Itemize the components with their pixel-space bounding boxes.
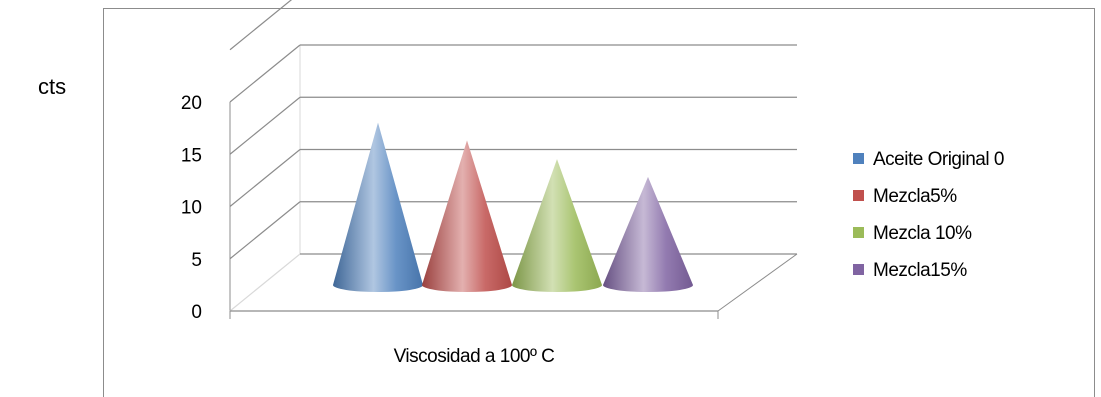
cone-series [333, 122, 693, 292]
legend-swatch [853, 264, 864, 275]
cone-body [512, 159, 602, 292]
gridline-side [229, 149, 301, 207]
cone-1 [333, 122, 423, 292]
cone-body [603, 176, 693, 292]
legend-item: Aceite Original 0 [853, 149, 1004, 170]
x-category-label: Viscosidad a 100º C [394, 346, 555, 367]
y-tick-label: 20 [181, 93, 202, 114]
gridline-side [229, 201, 301, 260]
cone-4 [603, 176, 693, 292]
chart-frame [103, 8, 1095, 397]
legend-label: Mezcla15% [873, 260, 967, 281]
legend-swatch [853, 227, 864, 238]
legend-item: Mezcla 10% [853, 223, 973, 244]
cone-body [422, 140, 512, 292]
gridline-side [229, 0, 293, 51]
legend-swatch [853, 153, 864, 164]
legend-label: Mezcla5% [873, 186, 957, 207]
y-tick-label: 15 [181, 145, 202, 166]
legend-label: Aceite Original 0 [873, 149, 1004, 170]
gridline-side [229, 253, 301, 312]
legend: Aceite Original 0 Mezcla5% Mezcla 10% Mezcl… [853, 149, 1004, 281]
y-tick-label: 0 [191, 302, 202, 323]
legend-label: Mezcla 10% [873, 223, 972, 244]
floor-right-edge [717, 253, 798, 312]
cone-body [333, 122, 423, 292]
gridline-side [229, 96, 301, 155]
legend-swatch [853, 190, 864, 201]
legend-item: Mezcla15% [853, 260, 968, 281]
y-tick-label: 10 [181, 198, 202, 219]
gridline-side [229, 44, 301, 103]
cone-2 [422, 140, 512, 292]
cone-3 [512, 159, 602, 292]
x-axis: Viscosidad a 100º C [229, 253, 798, 367]
y-axis-unit-label: cts [38, 74, 67, 99]
gridlines [229, 0, 797, 312]
y-axis-ticks: 0 5 10 15 20 [181, 93, 202, 323]
legend-item: Mezcla5% [853, 186, 958, 207]
y-tick-label: 5 [191, 250, 202, 271]
